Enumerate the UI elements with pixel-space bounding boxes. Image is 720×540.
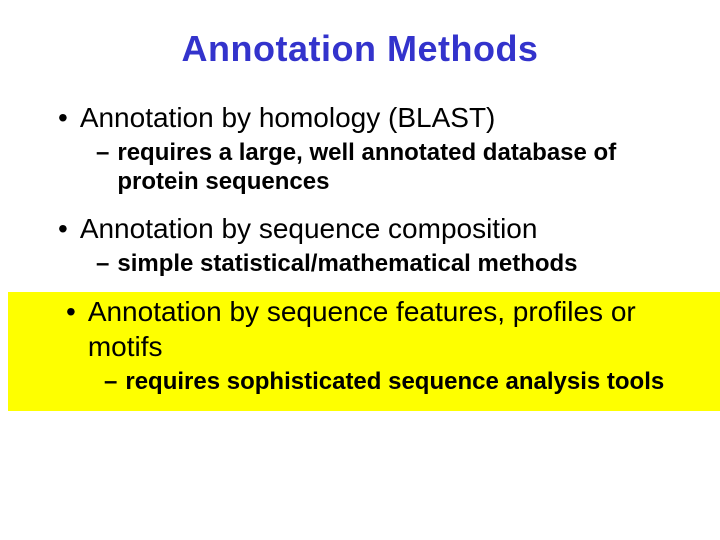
bullet-item-1: • Annotation by homology (BLAST)	[58, 100, 670, 135]
bullet-item-2: • Annotation by sequence composition	[58, 211, 670, 246]
bullet-text: Annotation by sequence composition	[80, 211, 670, 246]
sub-bullet-text: requires sophisticated sequence analysis…	[125, 368, 670, 397]
sub-bullet-item-1: – requires a large, well annotated datab…	[96, 139, 670, 197]
bullet-text: Annotation by sequence features, profile…	[88, 294, 670, 364]
sub-bullet-item-3: – requires sophisticated sequence analys…	[104, 368, 670, 397]
dash-icon: –	[96, 250, 109, 279]
bullet-dot: •	[66, 294, 76, 329]
bullet-dot: •	[58, 100, 68, 135]
dash-icon: –	[96, 139, 109, 168]
bullet-text: Annotation by homology (BLAST)	[80, 100, 670, 135]
bullet-item-3: • Annotation by sequence features, profi…	[66, 294, 670, 364]
slide-container: Annotation Methods • Annotation by homol…	[0, 0, 720, 540]
sub-bullet-text: requires a large, well annotated databas…	[117, 139, 670, 197]
sub-bullet-text: simple statistical/mathematical methods	[117, 250, 670, 279]
slide-content: • Annotation by homology (BLAST) – requi…	[50, 100, 670, 411]
highlighted-section: • Annotation by sequence features, profi…	[8, 292, 720, 411]
sub-bullet-item-2: – simple statistical/mathematical method…	[96, 250, 670, 279]
dash-icon: –	[104, 368, 117, 397]
slide-title: Annotation Methods	[50, 28, 670, 70]
bullet-dot: •	[58, 211, 68, 246]
